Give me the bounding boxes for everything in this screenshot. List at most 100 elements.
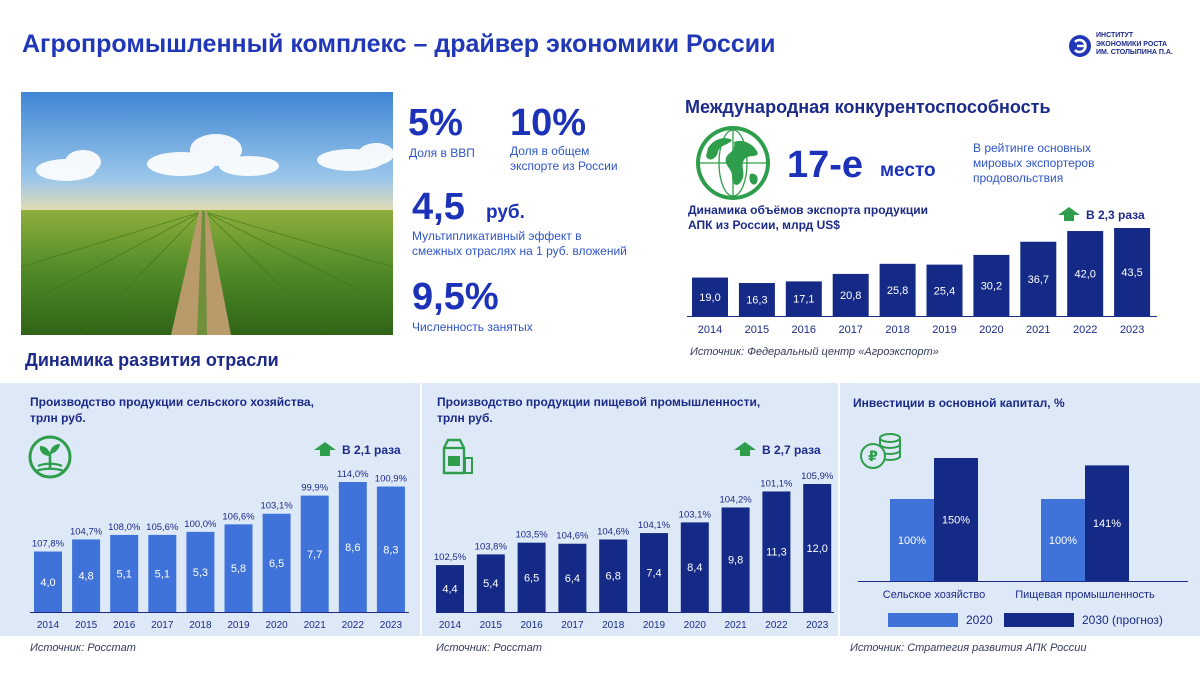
bar [934, 458, 978, 581]
multiplier-caption: Мультипликативный эффект в смежных отрас… [412, 229, 627, 258]
index-label: 104,7% [70, 526, 103, 537]
bar [680, 522, 709, 612]
data-label: 7,7 [307, 549, 322, 561]
bar [72, 539, 101, 612]
index-label: 101,1% [760, 478, 793, 489]
tick-label: 2015 [745, 324, 769, 336]
tick-label: 2023 [1120, 324, 1144, 336]
data-label: 5,4 [483, 578, 498, 590]
index-label: 107,8% [32, 539, 65, 550]
data-label: 12,0 [806, 543, 827, 555]
bar [517, 542, 546, 612]
coins-ruble-icon: ₽ [860, 433, 901, 469]
bar [721, 507, 750, 612]
bar [300, 495, 329, 612]
svg-text:₽: ₽ [868, 448, 878, 464]
tick-label: 2017 [151, 620, 174, 631]
bar [224, 524, 253, 612]
globe-icon [696, 126, 770, 200]
data-label: 17,1 [793, 294, 814, 306]
bar [186, 531, 215, 612]
data-label: 4,4 [442, 584, 457, 596]
data-label: 6,4 [565, 573, 580, 585]
tick-label: 2021 [724, 620, 747, 631]
tick-label: 2020 [684, 620, 707, 631]
index-label: 103,8% [475, 541, 508, 552]
rank-value: 17-е [787, 144, 864, 186]
bar [803, 484, 832, 612]
category-label: Сельское хозяйство [883, 589, 985, 601]
index-label: 100,9% [375, 474, 408, 485]
logo-text: ИНСТИТУТ ЭКОНОМИКИ РОСТА ИМ. СТОЛЫПИНА П… [1096, 32, 1173, 57]
export-share-caption: Доля в общем экспорте из России [510, 144, 618, 173]
data-label: 7,4 [646, 568, 661, 580]
legend-label-2030: 2030 (прогноз) [1082, 613, 1163, 627]
data-label: 43,5 [1121, 267, 1142, 279]
index-label: 100,0% [184, 519, 217, 530]
bar [558, 543, 587, 612]
data-label: 4,8 [78, 571, 93, 583]
export-chart: 19,0 2014 16,3 2015 17,1 2016 20,8 2017 25,8 2018… [687, 207, 1157, 336]
data-label: 4,0 [40, 577, 55, 589]
tick-label: 2015 [480, 620, 503, 631]
bar [1114, 228, 1151, 316]
tick-label: 2016 [792, 324, 816, 336]
data-label: 20,8 [840, 290, 861, 302]
legend-swatch-2030 [1004, 613, 1074, 627]
tick-label: 2017 [838, 324, 862, 336]
index-label: 103,1% [679, 509, 712, 520]
tick-label: 2015 [75, 620, 98, 631]
bar [476, 554, 505, 612]
data-label: 30,2 [981, 280, 1002, 292]
legend-swatch-2020 [888, 613, 958, 627]
employment-value: 9,5% [412, 276, 499, 318]
bar [762, 491, 791, 612]
tick-label: 2017 [561, 620, 584, 631]
index-label: 114,0% [337, 469, 369, 480]
tick-label: 2014 [698, 324, 722, 336]
data-label: 150% [942, 515, 970, 527]
data-label: 11,3 [766, 547, 787, 559]
data-label: 6,5 [269, 558, 284, 570]
index-label: 104,1% [638, 520, 671, 531]
logo-mark-icon [1069, 35, 1091, 57]
data-label: 19,0 [699, 292, 720, 304]
bar [692, 277, 728, 316]
invest-chart: 100% 150% Сельское хозяйство 100% 141% Пищева… [858, 458, 1188, 601]
index-label: 108,0% [108, 522, 141, 533]
data-label: 8,3 [383, 544, 398, 556]
index-label: 105,9% [801, 471, 834, 482]
index-label: 99,9% [301, 483, 328, 494]
tick-label: 2016 [113, 620, 136, 631]
index-label: 102,5% [434, 552, 467, 563]
growth-arrow-icon [1058, 207, 1080, 221]
tick-label: 2014 [439, 620, 462, 631]
bar [640, 533, 668, 612]
data-label: 100% [1049, 535, 1077, 547]
agri-chart: 4,0 107,8% 2014 4,8 104,7% 2015 5,1 108,0% 2016 5… [30, 442, 409, 631]
tick-label: 2022 [342, 620, 365, 631]
invest-chart-title: Инвестиции в основной капитал, % [853, 396, 1065, 410]
agri-chart-title: Производство продукции сельского хозяйст… [30, 395, 314, 425]
bar [1041, 499, 1085, 581]
field-photo [21, 92, 393, 335]
index-label: 103,5% [515, 530, 548, 541]
data-label: 36,7 [1028, 274, 1049, 286]
bar [1085, 465, 1129, 581]
data-label: 9,8 [728, 555, 743, 567]
data-label: 8,6 [345, 542, 360, 554]
growth-label: В 2,1 раза [342, 443, 401, 457]
institute-logo: ИНСТИТУТ ЭКОНОМИКИ РОСТА ИМ. СТОЛЫПИНА П… [1068, 32, 1192, 64]
tick-label: 2021 [304, 620, 327, 631]
bar [34, 551, 62, 612]
data-label: 5,3 [193, 567, 208, 579]
tick-label: 2022 [765, 620, 788, 631]
bar [376, 486, 405, 612]
category-label: Пищевая промышленность [1015, 589, 1155, 601]
bar [1067, 231, 1104, 316]
index-label: 104,6% [556, 531, 589, 542]
tick-label: 2019 [932, 324, 956, 336]
data-label: 5,1 [117, 568, 132, 580]
data-label: 25,8 [887, 285, 908, 297]
food-chart-title: Производство продукции пищевой промышлен… [437, 395, 761, 425]
